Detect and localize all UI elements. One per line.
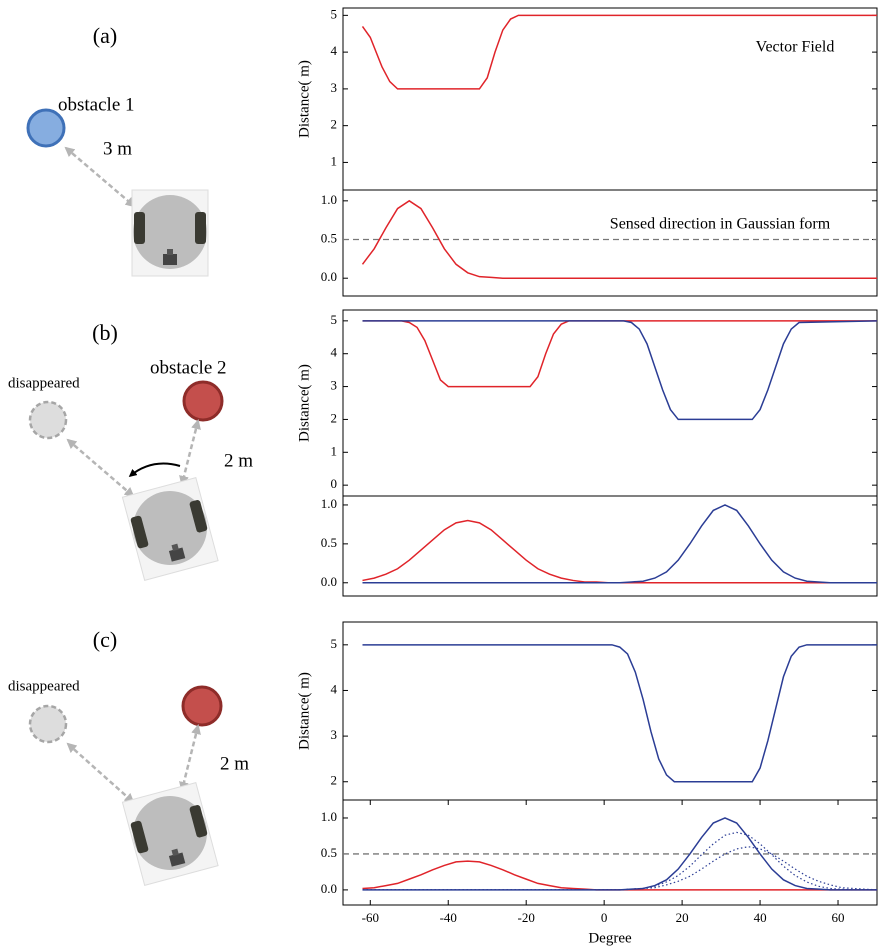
distance-label: 3 m — [103, 138, 132, 159]
robot — [121, 477, 219, 581]
plot-frame — [342, 7, 878, 191]
panel-label: (a) — [93, 23, 117, 48]
x-tick-label: -40 — [440, 910, 457, 925]
x-tick-label: 0 — [601, 910, 608, 925]
x-tick-label: 40 — [754, 910, 767, 925]
y-tick-label: 1.0 — [321, 192, 337, 207]
obstacle — [26, 108, 66, 148]
y-tick-label: 2 — [331, 410, 338, 425]
x-tick-label: -60 — [362, 910, 379, 925]
y-tick-label: 3 — [331, 80, 338, 95]
series-line — [362, 504, 877, 584]
plot-frame — [342, 189, 878, 297]
x-axis-label: Degree — [588, 930, 632, 946]
y-tick-label: 3 — [331, 378, 338, 393]
y-tick-label: 2 — [331, 773, 338, 788]
panel-label: (c) — [93, 627, 117, 652]
y-tick-label: 1.0 — [321, 496, 337, 511]
annotation: Sensed direction in Gaussian form — [610, 216, 831, 233]
y-tick-label: 4 — [331, 681, 338, 696]
x-tick-label: 60 — [832, 910, 845, 925]
panel-label: (b) — [92, 320, 118, 345]
robot — [121, 782, 219, 886]
y-tick-label: 0 — [331, 476, 338, 491]
series-line — [362, 817, 877, 891]
series-line — [362, 846, 878, 891]
obstacle — [182, 380, 224, 422]
disappeared-obstacle — [28, 704, 68, 744]
sensing-arrow — [179, 419, 201, 486]
y-tick-label: 1 — [331, 153, 338, 168]
y-tick-label: 0.0 — [321, 269, 337, 284]
series-line — [362, 320, 877, 388]
series-line — [362, 831, 877, 891]
sensing-arrow — [66, 438, 135, 498]
x-tick-label: -20 — [518, 910, 535, 925]
series-line — [361, 14, 877, 90]
y-tick-label: 4 — [331, 345, 338, 360]
y-tick-label: 0.5 — [321, 845, 337, 860]
disappeared-label: disappeared — [8, 375, 80, 391]
y-tick-label: 0.5 — [321, 231, 337, 246]
series-line — [362, 644, 877, 783]
y-axis-label: Distance( m) — [296, 672, 312, 750]
y-axis-label: Distance( m) — [296, 60, 312, 138]
series-line — [362, 320, 878, 421]
y-tick-label: 5 — [331, 636, 338, 651]
y-tick-label: 5 — [331, 6, 338, 21]
series-line — [362, 519, 877, 584]
obstacle-label: obstacle 2 — [150, 357, 227, 378]
y-tick-label: 1.0 — [321, 809, 337, 824]
obstacle — [181, 685, 223, 727]
y-tick-label: 1 — [331, 443, 338, 458]
disappeared-label: disappeared — [8, 678, 80, 694]
x-tick-label: 20 — [676, 910, 689, 925]
y-tick-label: 2 — [331, 117, 338, 132]
series-line — [362, 860, 877, 891]
y-tick-label: 0.0 — [321, 574, 337, 589]
distance-label: 2 m — [220, 753, 249, 774]
plot-frame — [342, 495, 878, 597]
distance-label: 2 m — [224, 450, 253, 471]
y-tick-label: 4 — [331, 43, 338, 58]
sensing-arrow — [66, 742, 135, 804]
robot — [131, 189, 209, 277]
disappeared-obstacle — [28, 400, 68, 440]
series-line — [361, 199, 877, 279]
y-tick-label: 5 — [331, 312, 338, 327]
y-axis-label: Distance( m) — [296, 364, 312, 442]
turn-arrow — [128, 462, 181, 478]
y-tick-label: 0.5 — [321, 535, 337, 550]
annotation: Vector Field — [756, 39, 835, 56]
plot-frame — [342, 799, 878, 906]
y-tick-label: 0.0 — [321, 881, 337, 896]
sensing-arrow — [64, 146, 136, 208]
obstacle-label: obstacle 1 — [58, 94, 135, 115]
y-tick-label: 3 — [331, 727, 338, 742]
sensing-arrow — [179, 724, 201, 792]
